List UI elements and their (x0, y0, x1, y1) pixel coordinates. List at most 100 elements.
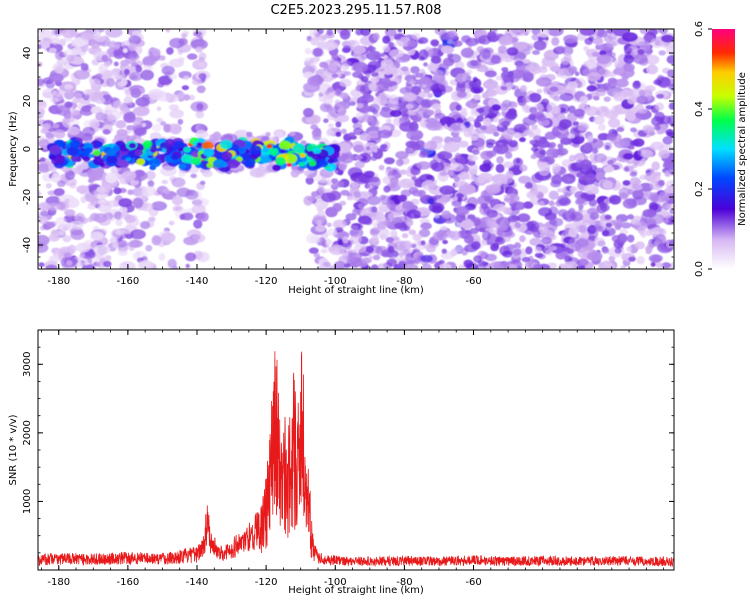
heatmap-cell (583, 45, 590, 52)
heatmap-cell (457, 197, 463, 203)
heatmap-cell (390, 230, 398, 238)
heatmap-cell (402, 240, 413, 248)
heatmap-cell (339, 29, 351, 40)
heatmap-cell (90, 231, 104, 241)
heatmap-cell (646, 64, 658, 75)
heatmap-cell (519, 235, 526, 243)
heatmap-cell (339, 78, 352, 87)
heatmap-cell (568, 237, 586, 248)
heatmap-cell (121, 170, 137, 181)
heatmap-cell (477, 175, 487, 184)
heatmap-cell (385, 236, 394, 243)
x-tick-label: -160 (117, 276, 140, 287)
heatmap-cell (529, 139, 536, 145)
heatmap-cell (177, 57, 185, 63)
heatmap-cell (406, 129, 424, 141)
heatmap-cell (131, 30, 140, 37)
heatmap-cell (103, 260, 112, 268)
heatmap-cell (195, 110, 205, 119)
heatmap-cell (386, 199, 396, 209)
heatmap-cell (335, 131, 342, 137)
heatmap-cell (181, 212, 194, 221)
heatmap-cell (473, 94, 481, 101)
heatmap-cell (66, 54, 75, 63)
heatmap-cell (613, 29, 630, 37)
heatmap-cell (653, 124, 661, 131)
heatmap-cell (66, 260, 73, 266)
heatmap-cell (467, 154, 479, 162)
heatmap-cell (596, 45, 605, 51)
heatmap-band-cell (280, 149, 286, 154)
heatmap-cell (597, 68, 609, 77)
heatmap-cell (505, 110, 518, 120)
heatmap-cell (113, 61, 119, 67)
colorbar-tick-label: 0.0 (694, 261, 705, 277)
heatmap-cell (469, 227, 479, 235)
heatmap-cell (420, 150, 428, 157)
heatmap-cell (528, 113, 536, 121)
heatmap-cell (318, 92, 324, 97)
heatmap-cell (335, 121, 342, 128)
heatmap-cell (608, 117, 621, 128)
heatmap-cell (402, 201, 415, 210)
heatmap-y-ticks: -40 -20 0 20 40 (22, 28, 674, 270)
heatmap-band-cell (191, 151, 200, 158)
heatmap-cell (586, 72, 601, 82)
heatmap-band-cell (164, 138, 176, 147)
heatmap-cell (386, 258, 398, 267)
heatmap-cell (353, 243, 367, 253)
heatmap-cell (372, 32, 380, 41)
heatmap-cell (529, 237, 542, 246)
heatmap-cell (64, 177, 77, 187)
heatmap-cell (439, 185, 456, 195)
heatmap-cell (368, 82, 377, 91)
heatmap-cell (513, 132, 521, 139)
heatmap-cell (470, 85, 484, 94)
heatmap-cell (117, 243, 129, 253)
heatmap-band-cell (191, 157, 202, 166)
chart-title: C2E5.2023.295.11.57.R08 (270, 3, 441, 18)
heatmap-cell (556, 72, 562, 78)
heatmap-cell (533, 135, 543, 142)
heatmap-cell (588, 36, 595, 42)
heatmap-cell (614, 67, 625, 76)
heatmap-cell (308, 247, 319, 254)
heatmap-cell (501, 121, 511, 127)
heatmap-cell (427, 197, 435, 205)
heatmap-cell (357, 215, 372, 225)
heatmap-cell (176, 187, 191, 198)
heatmap-cell (341, 47, 351, 53)
heatmap-cell (503, 194, 511, 199)
heatmap-cell (635, 103, 644, 114)
heatmap-cell (606, 40, 617, 48)
heatmap-cell (79, 252, 85, 259)
heatmap-cell (496, 156, 504, 164)
heatmap-cell (95, 112, 106, 121)
heatmap-cell (399, 116, 409, 123)
heatmap-cell (655, 262, 664, 269)
heatmap-band-cell (157, 147, 163, 152)
heatmap-cell (327, 207, 338, 217)
heatmap-cell (399, 169, 407, 175)
heatmap-cell (126, 241, 135, 248)
heatmap-cell (79, 106, 94, 116)
heatmap-cell (573, 108, 585, 118)
heatmap-cell (319, 61, 328, 68)
heatmap-cell (310, 124, 319, 130)
heatmap-cell (378, 164, 385, 171)
heatmap-cell (601, 247, 610, 254)
heatmap-cell (614, 247, 622, 254)
heatmap-cell (88, 263, 95, 269)
heatmap-cell (355, 112, 364, 121)
heatmap-cell (106, 78, 115, 87)
heatmap-cell (483, 162, 494, 169)
heatmap-cell (443, 141, 460, 153)
x-tick-label: -160 (117, 577, 140, 588)
heatmap-cell (54, 92, 64, 102)
heatmap-cell (53, 188, 65, 197)
heatmap-cell (514, 221, 521, 229)
heatmap-x-ticks: -180 -160 -140 -120 -100 -80 -60 (41, 29, 665, 287)
heatmap-cell (94, 91, 104, 100)
heatmap-cell (117, 249, 128, 256)
